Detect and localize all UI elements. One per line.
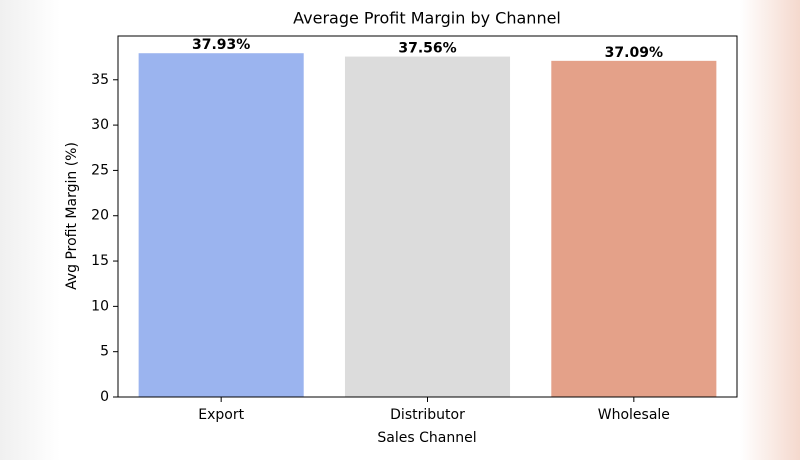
plot-frame xyxy=(117,35,738,398)
edge-shade xyxy=(0,0,60,460)
x-tick-label: Export xyxy=(198,407,244,423)
value-label: 37.93% xyxy=(192,37,250,53)
y-axis-label: Avg Profit Margin (%) xyxy=(64,142,80,290)
y-tick-label: 30 xyxy=(91,117,109,133)
bar xyxy=(344,56,511,398)
bar xyxy=(138,53,304,397)
y-tick-label: 25 xyxy=(91,162,109,178)
y-tick-label: 20 xyxy=(91,208,109,224)
x-axis-label: Sales Channel xyxy=(377,430,476,446)
y-tick-label: 15 xyxy=(91,253,109,269)
chart-title: Average Profit Margin by Channel xyxy=(293,9,561,28)
y-tick-label: 10 xyxy=(91,298,109,314)
y-tick-label: 0 xyxy=(100,389,109,405)
edge-shade xyxy=(740,0,800,460)
value-label: 37.09% xyxy=(605,45,663,61)
x-tick-label: Distributor xyxy=(390,407,465,423)
value-label: 37.56% xyxy=(398,41,456,57)
x-tick-label: Wholesale xyxy=(598,407,670,423)
y-tick-label: 35 xyxy=(91,72,109,88)
y-tick-label: 5 xyxy=(100,344,109,360)
bar xyxy=(551,60,717,397)
